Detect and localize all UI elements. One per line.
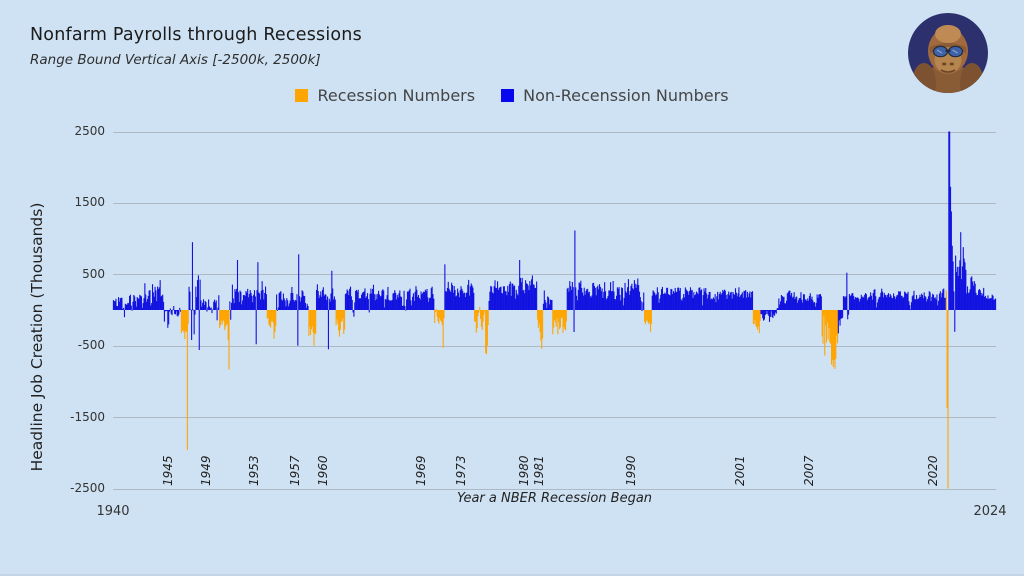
- avatar: [908, 13, 988, 93]
- y-tick-label: -1500: [70, 409, 105, 424]
- y-tick-label: 2500: [74, 124, 105, 138]
- y-axis-title: Headline Job Creation (Thousands): [28, 202, 46, 472]
- page-bottom-edge: [0, 574, 1024, 576]
- chart-legend: Recession Numbers Non-Recenssion Numbers: [0, 86, 1024, 105]
- recession-year-label: 1953: [246, 455, 261, 486]
- chart-title: Nonfarm Payrolls through Recessions: [30, 25, 362, 45]
- chart-subtitle: Range Bound Vertical Axis [-2500k, 2500k…: [30, 52, 321, 68]
- legend-item-recession: Recession Numbers: [295, 86, 475, 105]
- x-axis-max-label: 2024: [973, 504, 1007, 519]
- recession-year-label: 1960: [315, 455, 330, 486]
- recession-year-label: 2020: [925, 455, 940, 486]
- non-recession-swatch-icon: [501, 89, 515, 102]
- recession-year-label: 1945: [160, 455, 175, 486]
- legend-item-non-recession: Non-Recenssion Numbers: [501, 86, 729, 105]
- recession-year-label: 2007: [801, 455, 816, 486]
- x-axis-min-label: 1940: [96, 504, 130, 519]
- recession-year-label: 1949: [199, 455, 214, 486]
- recession-year-label: 1981: [532, 455, 547, 486]
- gorilla-sunglasses-avatar-icon: [908, 13, 988, 93]
- y-tick-label: 500: [82, 266, 105, 281]
- recession-year-label: 1957: [288, 455, 303, 486]
- x-axis-title: Year a NBER Recession Began: [456, 491, 653, 506]
- recession-year-label: 2001: [732, 455, 747, 486]
- recession-year-label: 1980: [517, 455, 531, 486]
- recession-swatch-icon: [295, 89, 309, 102]
- y-tick-label: 1500: [74, 195, 105, 210]
- legend-label-recession: Recession Numbers: [317, 86, 476, 105]
- recession-year-label: 1973: [454, 455, 469, 486]
- y-tick-label: -500: [77, 338, 105, 353]
- legend-label-non-recession: Non-Recenssion Numbers: [523, 86, 729, 105]
- y-tick-label: -2500: [70, 481, 105, 495]
- recession-year-label: 1990: [624, 455, 639, 486]
- recession-year-label: 1969: [414, 455, 429, 486]
